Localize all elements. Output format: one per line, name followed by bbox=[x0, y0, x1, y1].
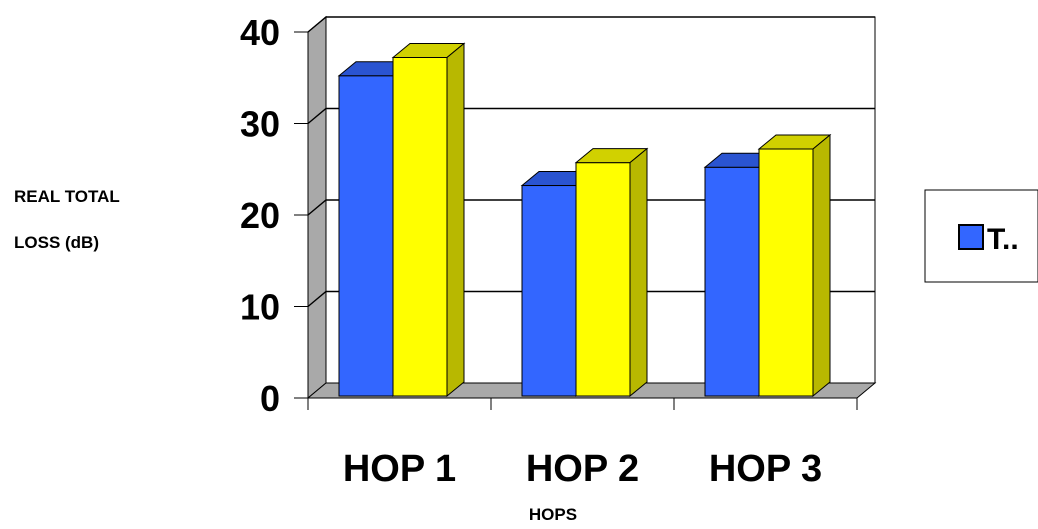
gridlines bbox=[307, 16, 875, 308]
axes: 0 10 20 30 40 HOP 1 HOP 2 HOP 3 bbox=[240, 12, 858, 490]
y-tick-label: 40 bbox=[240, 12, 280, 53]
gridline bbox=[307, 16, 875, 33]
x-axis-label: HOPS bbox=[529, 505, 577, 524]
legend-label: T.. bbox=[987, 223, 1019, 256]
y-tick-label: 10 bbox=[240, 287, 280, 328]
bar-front bbox=[704, 166, 760, 397]
legend-swatch bbox=[958, 224, 984, 250]
bar-front bbox=[338, 75, 394, 397]
bar-side bbox=[629, 147, 648, 398]
gridline bbox=[307, 199, 875, 216]
y-tick-label: 0 bbox=[260, 378, 280, 419]
bar bbox=[757, 133, 832, 398]
bar-side bbox=[446, 42, 465, 398]
bar-front bbox=[758, 148, 814, 397]
y-tick-label: 20 bbox=[240, 195, 280, 236]
legend: T.. bbox=[924, 189, 1038, 283]
gridline bbox=[307, 290, 875, 308]
bar-front bbox=[392, 56, 448, 397]
x-tick-label: HOP 2 bbox=[526, 448, 639, 490]
bar-side bbox=[812, 133, 831, 398]
bars bbox=[337, 42, 832, 398]
y-tick-label: 30 bbox=[240, 104, 280, 145]
x-tick-label: HOP 3 bbox=[709, 448, 822, 490]
bar bbox=[574, 147, 649, 398]
y-axis-label-line-1: REAL TOTAL bbox=[14, 187, 120, 206]
bar-front bbox=[521, 185, 577, 397]
y-axis-label-line-2: LOSS (dB) bbox=[14, 233, 99, 252]
x-tick-label: HOP 1 bbox=[343, 448, 456, 490]
gridline bbox=[307, 107, 875, 125]
bar bbox=[391, 42, 466, 398]
y-axis-label: REAL TOTAL LOSS (dB) bbox=[14, 187, 120, 252]
bar-front bbox=[575, 162, 631, 397]
